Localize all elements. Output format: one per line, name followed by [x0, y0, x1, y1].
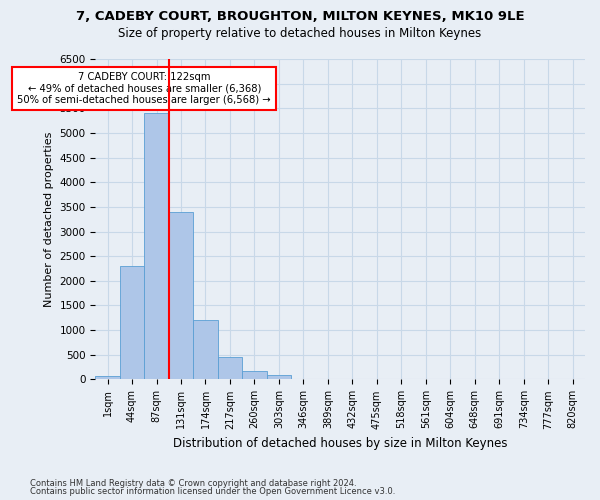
Text: 7 CADEBY COURT: 122sqm
← 49% of detached houses are smaller (6,368)
50% of semi-: 7 CADEBY COURT: 122sqm ← 49% of detached… [17, 72, 271, 105]
Text: Contains public sector information licensed under the Open Government Licence v3: Contains public sector information licen… [30, 487, 395, 496]
Bar [218, 358, 242, 380]
Text: 7, CADEBY COURT, BROUGHTON, MILTON KEYNES, MK10 9LE: 7, CADEBY COURT, BROUGHTON, MILTON KEYNE… [76, 10, 524, 23]
Bar [169, 212, 193, 380]
Y-axis label: Number of detached properties: Number of detached properties [44, 132, 54, 307]
Bar [242, 371, 267, 380]
X-axis label: Distribution of detached houses by size in Milton Keynes: Distribution of detached houses by size … [173, 437, 508, 450]
Bar [120, 266, 144, 380]
Bar [95, 376, 120, 380]
Bar [267, 374, 291, 380]
Bar [193, 320, 218, 380]
Text: Contains HM Land Registry data © Crown copyright and database right 2024.: Contains HM Land Registry data © Crown c… [30, 478, 356, 488]
Text: Size of property relative to detached houses in Milton Keynes: Size of property relative to detached ho… [118, 28, 482, 40]
Bar [144, 113, 169, 380]
